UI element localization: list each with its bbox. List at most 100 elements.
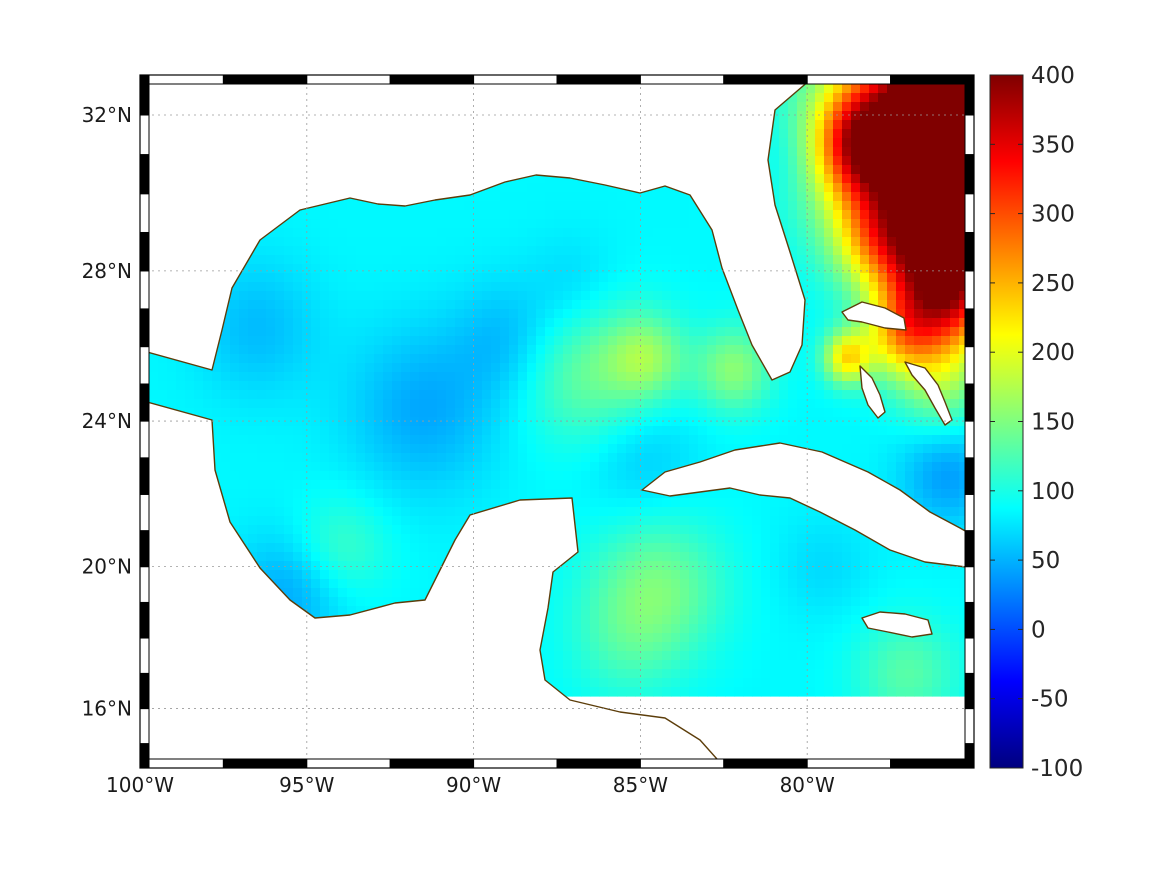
field-cell: [707, 408, 717, 418]
field-cell: [725, 318, 735, 328]
field-cell: [779, 534, 789, 544]
field-cell: [950, 192, 960, 202]
field-cell: [392, 363, 402, 373]
field-cell: [653, 399, 663, 409]
field-cell: [824, 192, 834, 202]
field-cell: [545, 318, 555, 328]
field-cell: [716, 381, 726, 391]
field-cell: [311, 471, 321, 481]
field-cell: [356, 462, 366, 472]
field-cell: [806, 561, 816, 571]
field-cell: [347, 390, 357, 400]
field-cell: [833, 165, 843, 175]
field-cell: [401, 543, 411, 553]
field-cell: [518, 192, 528, 202]
field-cell: [950, 129, 960, 139]
field-cell: [284, 399, 294, 409]
field-cell: [626, 336, 636, 346]
field-cell: [617, 300, 627, 310]
field-cell: [527, 363, 537, 373]
field-cell: [932, 480, 942, 490]
field-cell: [689, 399, 699, 409]
field-cell: [356, 282, 366, 292]
field-cell: [590, 507, 600, 517]
field-cell: [815, 147, 825, 157]
field-cell: [599, 435, 609, 445]
field-cell: [950, 300, 960, 310]
field-cell: [581, 480, 591, 490]
field-cell: [662, 255, 672, 265]
field-cell: [797, 282, 807, 292]
field-cell: [788, 147, 798, 157]
field-cell: [473, 471, 483, 481]
field-cell: [320, 264, 330, 274]
field-cell: [590, 363, 600, 373]
field-cell: [788, 129, 798, 139]
field-cell: [266, 435, 276, 445]
field-cell: [608, 534, 618, 544]
field-cell: [473, 282, 483, 292]
field-cell: [428, 309, 438, 319]
field-cell: [572, 363, 582, 373]
field-cell: [887, 192, 897, 202]
field-cell: [941, 372, 951, 382]
field-cell: [941, 390, 951, 400]
field-cell: [581, 237, 591, 247]
field-cell: [563, 471, 573, 481]
field-cell: [563, 192, 573, 202]
field-cell: [212, 408, 222, 418]
field-cell: [365, 327, 375, 337]
field-cell: [662, 228, 672, 238]
field-cell: [320, 228, 330, 238]
field-cell: [374, 282, 384, 292]
field-cell: [950, 147, 960, 157]
field-cell: [347, 498, 357, 508]
field-cell: [473, 372, 483, 382]
field-cell: [932, 300, 942, 310]
field-cell: [959, 408, 969, 418]
field-cell: [518, 444, 528, 454]
field-cell: [500, 480, 510, 490]
field-cell: [338, 237, 348, 247]
field-cell: [572, 201, 582, 211]
field-cell: [896, 408, 906, 418]
field-cell: [329, 363, 339, 373]
field-cell: [869, 120, 879, 130]
field-cell: [680, 444, 690, 454]
field-cell: [473, 327, 483, 337]
field-cell: [950, 426, 960, 436]
field-cell: [941, 498, 951, 508]
field-cell: [941, 453, 951, 463]
field-cell: [338, 435, 348, 445]
field-cell: [932, 156, 942, 166]
field-cell: [932, 219, 942, 229]
field-cell: [698, 498, 708, 508]
field-cell: [437, 507, 447, 517]
field-cell: [302, 453, 312, 463]
field-cell: [338, 399, 348, 409]
field-cell: [698, 273, 708, 283]
field-cell: [437, 417, 447, 427]
field-cell: [518, 201, 528, 211]
field-cell: [284, 444, 294, 454]
field-cell: [455, 345, 465, 355]
field-cell: [527, 489, 537, 499]
field-cell: [383, 246, 393, 256]
field-cell: [689, 282, 699, 292]
field-cell: [626, 246, 636, 256]
field-cell: [230, 471, 240, 481]
field-cell: [554, 453, 564, 463]
field-cell: [527, 354, 537, 364]
field-cell: [401, 390, 411, 400]
field-cell: [419, 336, 429, 346]
field-cell: [212, 399, 222, 409]
field-cell: [806, 507, 816, 517]
field-cell: [950, 93, 960, 103]
field-cell: [662, 498, 672, 508]
field-cell: [284, 417, 294, 427]
field-cell: [824, 291, 834, 301]
field-cell: [689, 435, 699, 445]
field-cell: [554, 444, 564, 454]
field-cell: [473, 291, 483, 301]
field-cell: [797, 516, 807, 526]
